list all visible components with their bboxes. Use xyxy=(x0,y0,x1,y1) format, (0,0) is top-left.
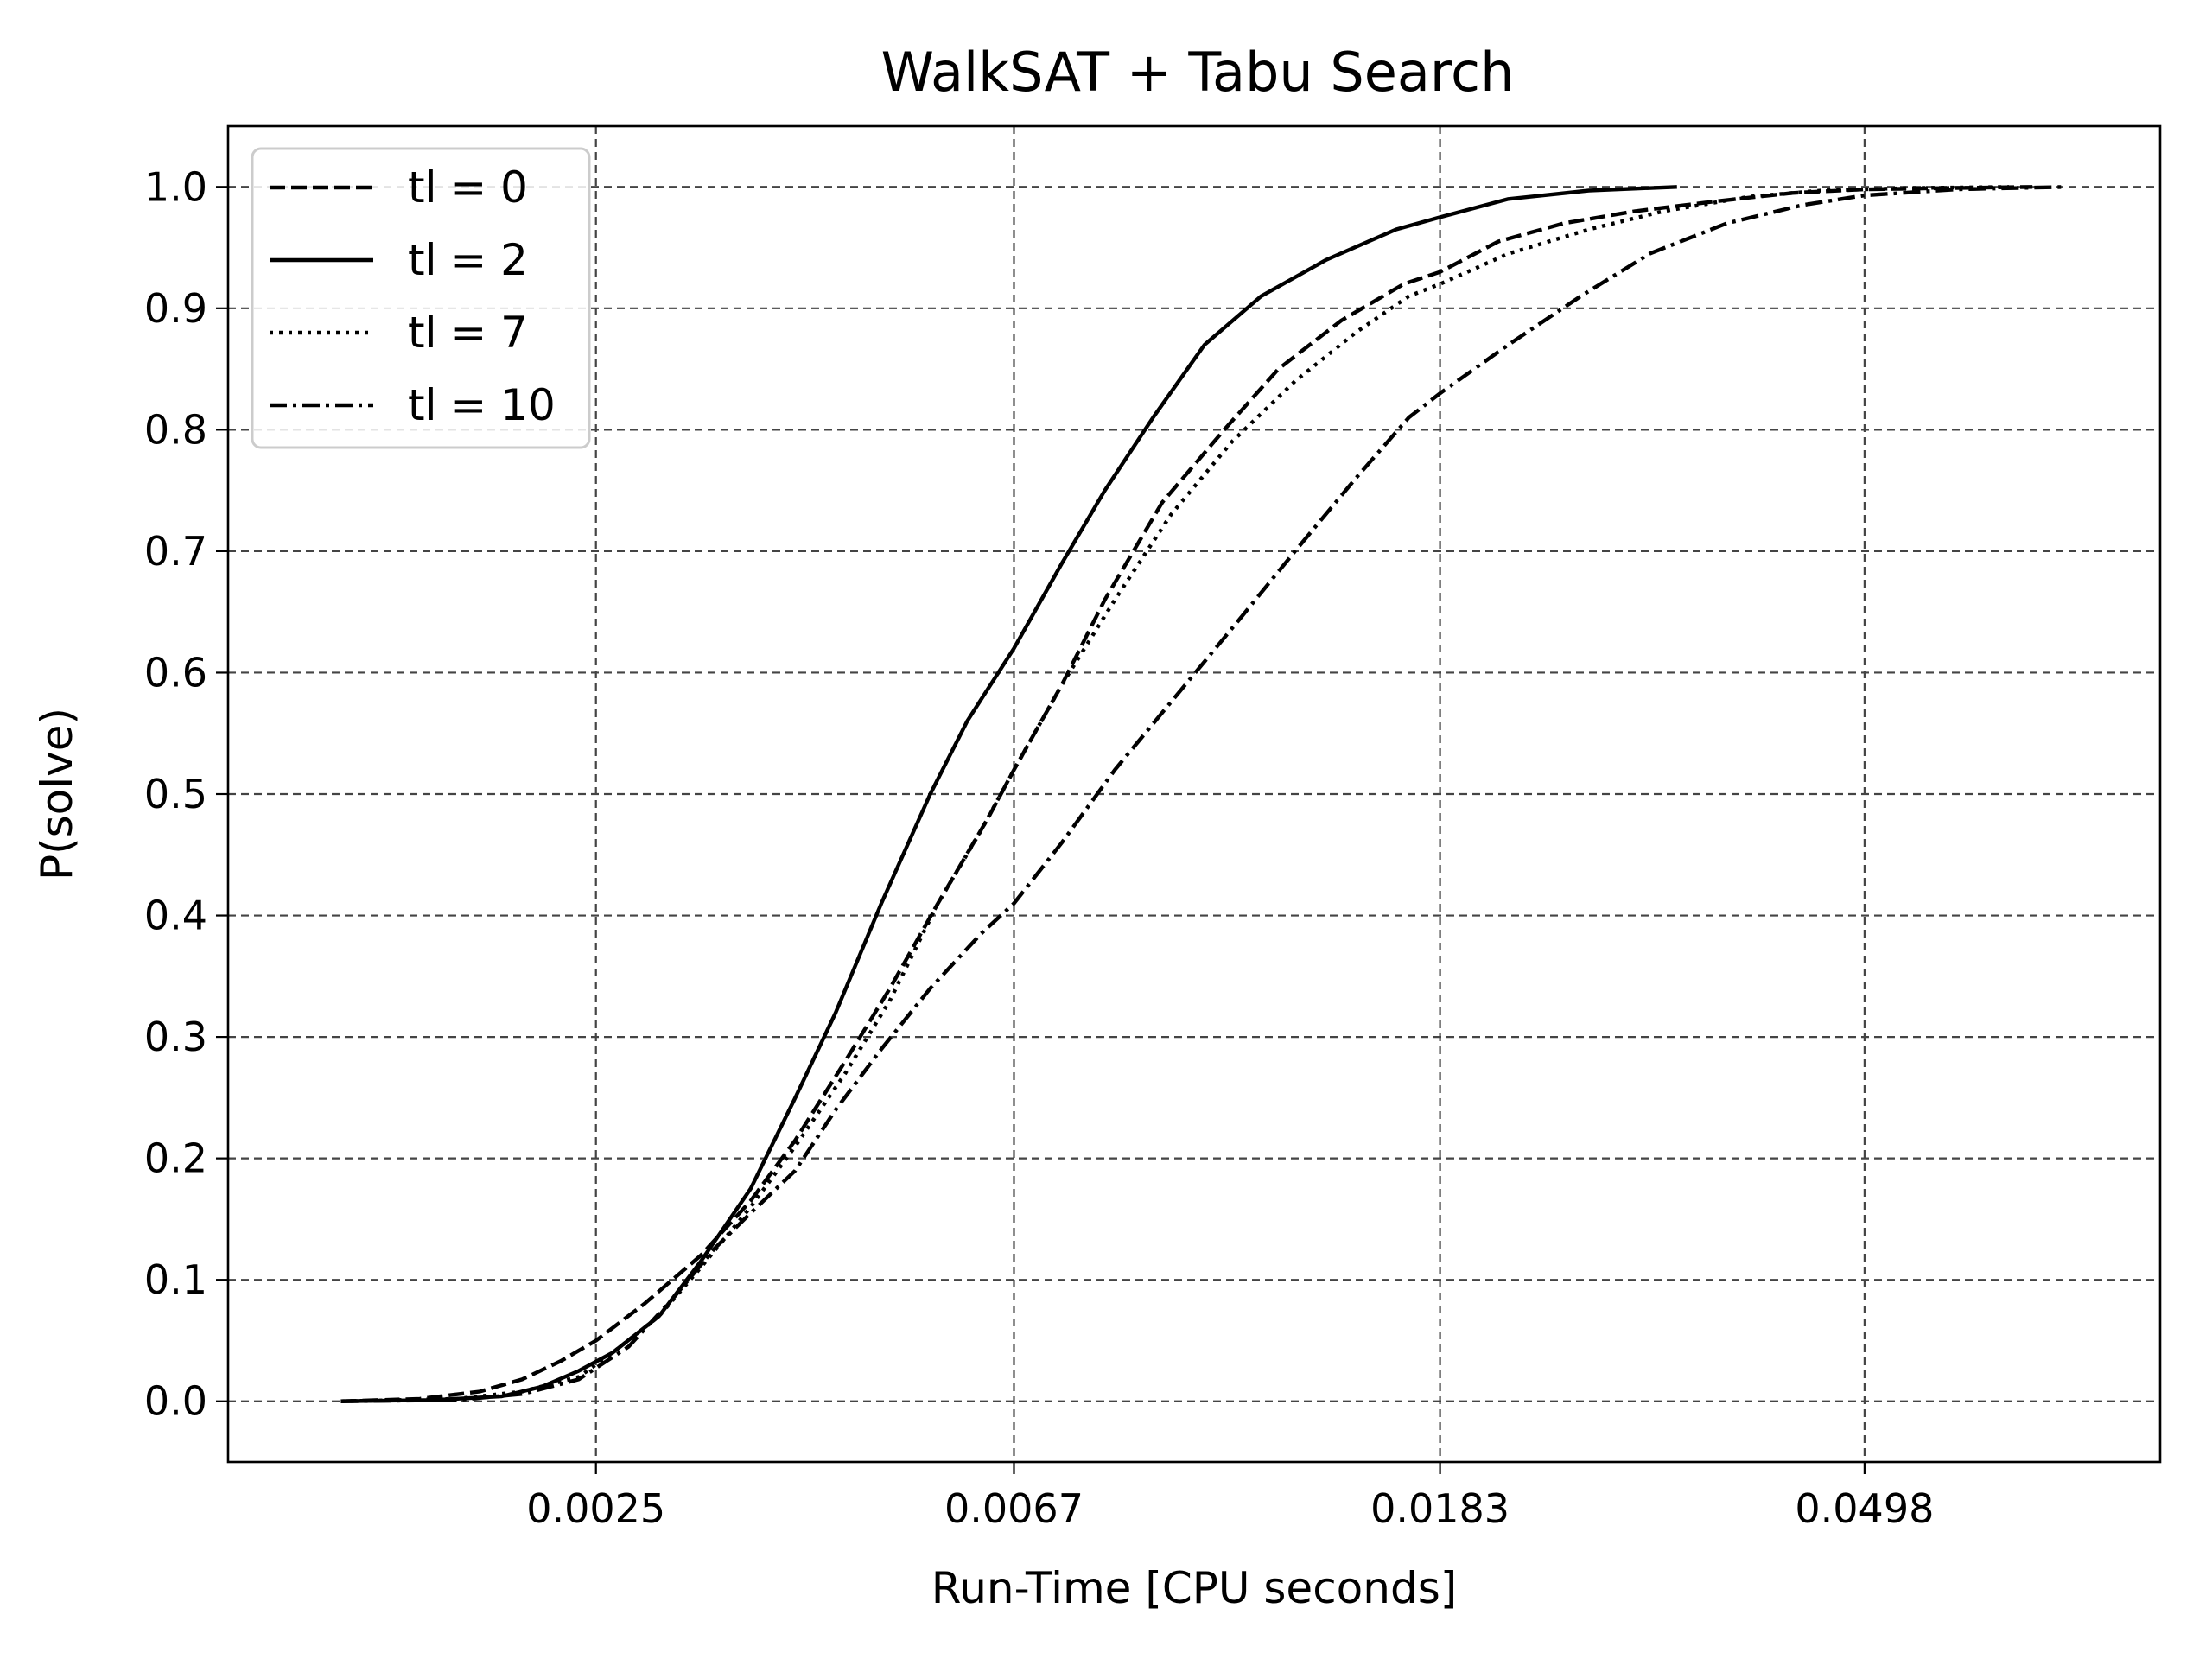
y-tick-label: 0.9 xyxy=(144,285,207,332)
y-tick-label: 0.1 xyxy=(144,1256,207,1303)
series-line-0 xyxy=(340,185,2033,1403)
x-tick-label: 0.0067 xyxy=(944,1485,1084,1532)
y-tick-label: 0.5 xyxy=(144,771,207,817)
x-axis-label: Run-Time [CPU seconds] xyxy=(931,1563,1458,1613)
y-tick-label: 0.4 xyxy=(144,893,207,939)
x-tick-label: 0.0498 xyxy=(1795,1485,1934,1532)
y-tick-label: 1.0 xyxy=(144,163,207,210)
series-line-3 xyxy=(340,185,2066,1403)
legend-label-0: tl = 0 xyxy=(408,162,528,213)
y-tick-label: 0.6 xyxy=(144,649,207,696)
x-tick-label: 0.0183 xyxy=(1370,1485,1510,1532)
y-axis-label: P(solve) xyxy=(32,708,82,880)
chart-title: WalkSAT + Tabu Search xyxy=(881,41,1515,104)
y-tick-label: 0.3 xyxy=(144,1014,207,1060)
grid-layer xyxy=(228,126,2160,1462)
x-tick-label: 0.0025 xyxy=(526,1485,665,1532)
legend-entries: tl = 0 tl = 2 tl = 7 tl = 10 xyxy=(270,162,556,430)
y-tick-label: 0.2 xyxy=(144,1135,207,1182)
series-line-1 xyxy=(340,185,1677,1403)
legend-box xyxy=(251,147,591,449)
y-tick-label: 0.8 xyxy=(144,406,207,453)
legend-label-3: tl = 10 xyxy=(408,380,556,430)
series-line-2 xyxy=(340,185,2010,1403)
legend-label-1: tl = 2 xyxy=(408,235,528,285)
legend: tl = 0 tl = 2 tl = 7 tl = 10 xyxy=(251,147,591,449)
series-layer xyxy=(340,185,2066,1403)
y-tick-label: 0.0 xyxy=(144,1378,207,1425)
y-tick-label: 0.7 xyxy=(144,528,207,575)
tick-layer: 0.0 0.1 0.2 0.3 0.4 0.5 0.6 0.7 0.8 0.9 1.0 0.0025 0… xyxy=(144,163,1935,1532)
legend-label-2: tl = 7 xyxy=(408,308,528,358)
